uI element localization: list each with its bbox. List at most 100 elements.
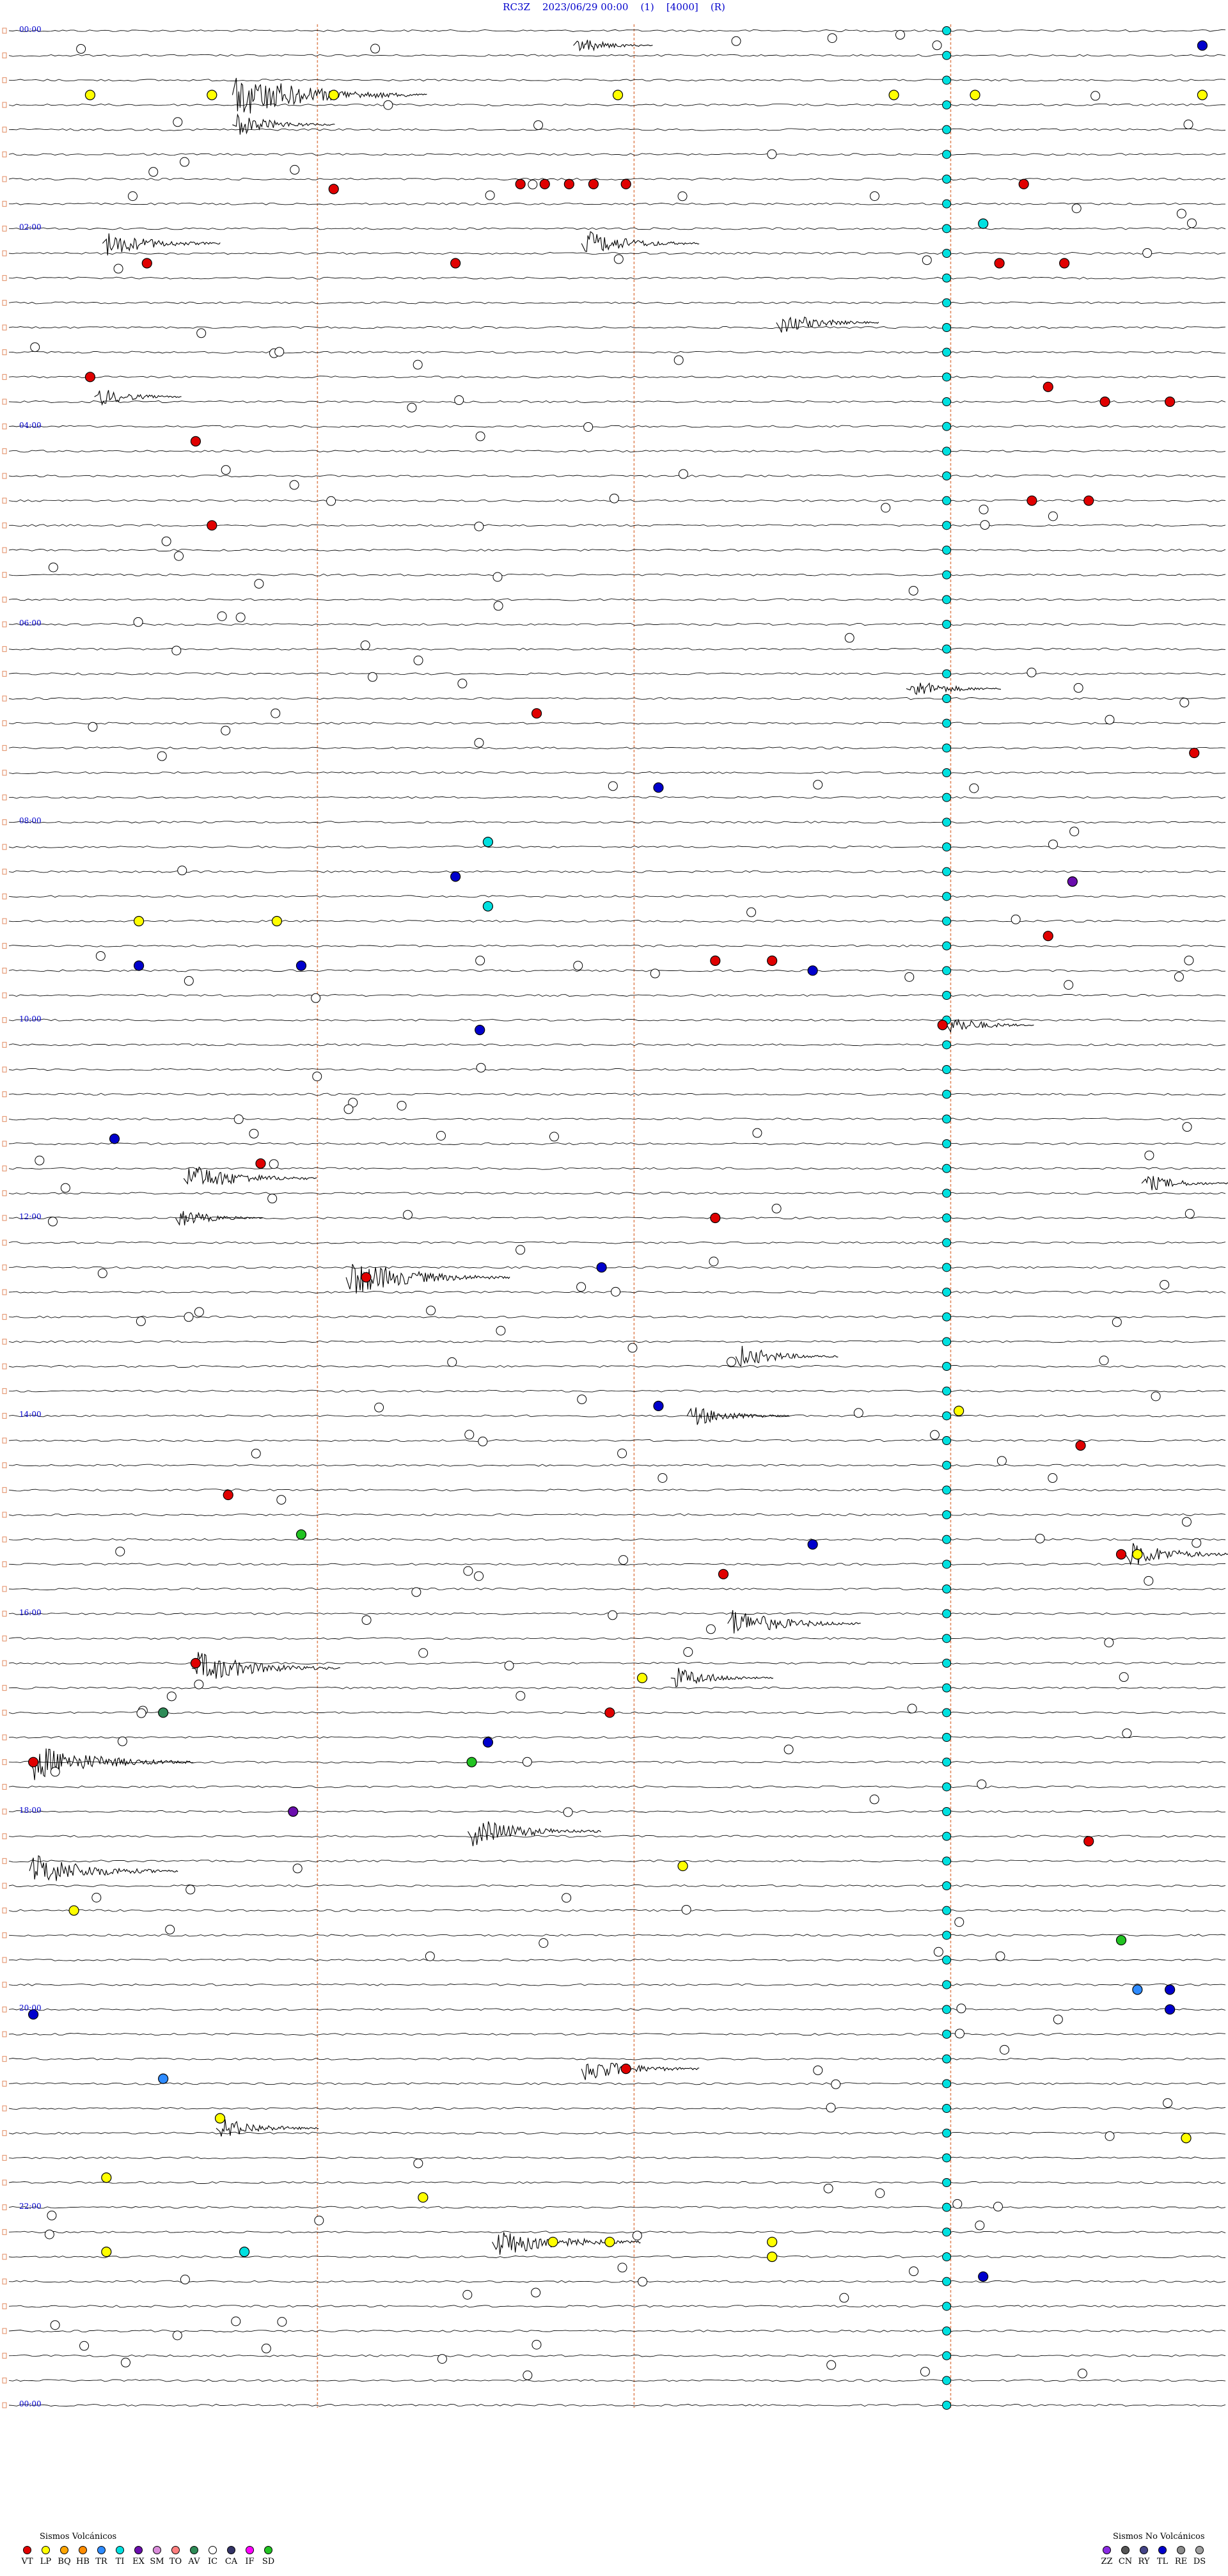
event-marker-ti xyxy=(942,1757,952,1767)
event-marker-ti xyxy=(942,1980,952,1989)
trace-start-marker xyxy=(2,2105,7,2112)
event-marker-ic xyxy=(608,781,618,791)
event-marker-ic xyxy=(194,1307,204,1317)
hour-label: 18:00 xyxy=(19,1806,42,1815)
event-marker-ic xyxy=(425,1951,435,1961)
event-marker-vt xyxy=(539,178,550,189)
event-marker-ic xyxy=(1185,1208,1195,1219)
trace-start-marker xyxy=(2,399,7,405)
event-marker-vt xyxy=(588,178,599,189)
trace-start-marker xyxy=(2,1586,7,1592)
event-marker-ic xyxy=(95,951,106,961)
legend-item-ry: RY xyxy=(1136,2546,1152,2566)
event-marker-tl xyxy=(450,871,461,882)
event-marker-ic xyxy=(975,2220,985,2231)
hour-label: 14:00 xyxy=(19,1410,42,1419)
event-marker-ti xyxy=(942,966,952,976)
event-marker-ic xyxy=(727,1357,737,1367)
trace-line xyxy=(8,2403,1226,2407)
event-marker-ic xyxy=(831,2079,841,2089)
trace-start-marker xyxy=(2,1240,7,1246)
event-marker-ic xyxy=(50,2320,60,2330)
event-marker-vt xyxy=(1059,258,1070,269)
event-marker-ti xyxy=(942,1263,952,1272)
event-marker-ic xyxy=(261,2343,271,2353)
legend-item-to: TO xyxy=(168,2546,184,2566)
event-marker-vt xyxy=(531,708,542,719)
legend-label: IC xyxy=(207,2557,218,2566)
event-marker-ic xyxy=(549,1132,559,1142)
event-marker-ic xyxy=(1035,1533,1045,1544)
event-marker-tl xyxy=(978,2271,989,2282)
event-marker-ic xyxy=(474,521,484,532)
trace-start-marker xyxy=(2,2154,7,2161)
event-marker-lp xyxy=(888,90,899,100)
hour-label: 20:00 xyxy=(19,2003,42,2013)
trace-start-marker xyxy=(2,2353,7,2359)
event-marker-ti xyxy=(942,867,952,876)
legend-label: LP xyxy=(40,2557,52,2566)
event-marker-ic xyxy=(173,117,183,127)
trace-start-marker xyxy=(2,473,7,479)
event-marker-ic xyxy=(1144,1150,1154,1160)
event-marker-ic xyxy=(361,1615,372,1625)
event-marker-ic xyxy=(235,612,246,622)
legend-nonvolcanic-title: Sismos No Volcánicos xyxy=(1113,2532,1205,2541)
event-marker-ic xyxy=(895,29,906,40)
event-marker-ic xyxy=(475,956,485,966)
seismic-burst xyxy=(232,77,427,114)
event-marker-ic xyxy=(608,1610,618,1620)
event-marker-ic xyxy=(1181,1517,1192,1527)
event-marker-ic xyxy=(632,2231,642,2241)
event-marker-ti xyxy=(942,496,952,505)
legend-swatch xyxy=(227,2546,235,2554)
event-marker-ic xyxy=(813,780,823,790)
trace-start-marker xyxy=(2,1611,7,1617)
event-marker-ti xyxy=(942,51,952,60)
event-marker-ic xyxy=(709,1256,719,1267)
event-marker-vt xyxy=(450,258,461,269)
event-marker-vt xyxy=(620,178,631,189)
event-marker-ic xyxy=(267,1194,278,1204)
event-marker-lp xyxy=(677,1860,688,1872)
event-marker-ti xyxy=(942,1708,952,1718)
trace-start-marker xyxy=(2,1759,7,1766)
trace-start-marker xyxy=(2,201,7,207)
legend-item-tr: TR xyxy=(93,2546,109,2566)
event-marker-ic xyxy=(1073,683,1083,693)
trace-start-marker xyxy=(2,1487,7,1493)
legend-swatch xyxy=(1195,2546,1204,2554)
event-marker-tl xyxy=(1165,1984,1176,1995)
event-marker-ic xyxy=(677,191,688,201)
trace-line xyxy=(8,2231,1226,2234)
seismic-burst xyxy=(29,1855,178,1881)
trace-start-marker xyxy=(2,2229,7,2235)
event-marker-ic xyxy=(823,2183,833,2193)
event-marker-lp xyxy=(68,1905,79,1916)
trace-start-marker xyxy=(2,423,7,430)
trace-start-marker xyxy=(2,819,7,825)
trace-line xyxy=(8,1711,1226,1714)
legend-volcanic: VT LP BQ HB TR TI EX SM TO AV IC CA IF SD xyxy=(19,2546,276,2566)
event-marker-ic xyxy=(1011,914,1021,924)
event-marker-ic xyxy=(47,2210,57,2220)
event-marker-ti xyxy=(942,793,952,802)
event-marker-ex xyxy=(1067,876,1078,887)
trace-line xyxy=(8,1216,1226,1220)
trace-start-marker xyxy=(2,992,7,999)
event-marker-ic xyxy=(1053,2014,1063,2025)
trace-start-marker xyxy=(2,2031,7,2037)
trace-start-marker xyxy=(2,349,7,356)
event-marker-ic xyxy=(290,164,300,175)
legend-swatch xyxy=(134,2546,143,2554)
event-marker-ic xyxy=(1104,1638,1114,1648)
hour-label: 02:00 xyxy=(19,223,42,232)
trace-line xyxy=(8,1661,1226,1665)
trace-start-marker xyxy=(2,1833,7,1840)
trace-line xyxy=(8,1958,1226,1962)
event-marker-ic xyxy=(217,611,227,621)
event-marker-vt xyxy=(604,1707,615,1718)
event-marker-ic xyxy=(617,2263,627,2273)
event-marker-ti xyxy=(942,1089,952,1099)
legend-swatch xyxy=(1177,2546,1185,2554)
